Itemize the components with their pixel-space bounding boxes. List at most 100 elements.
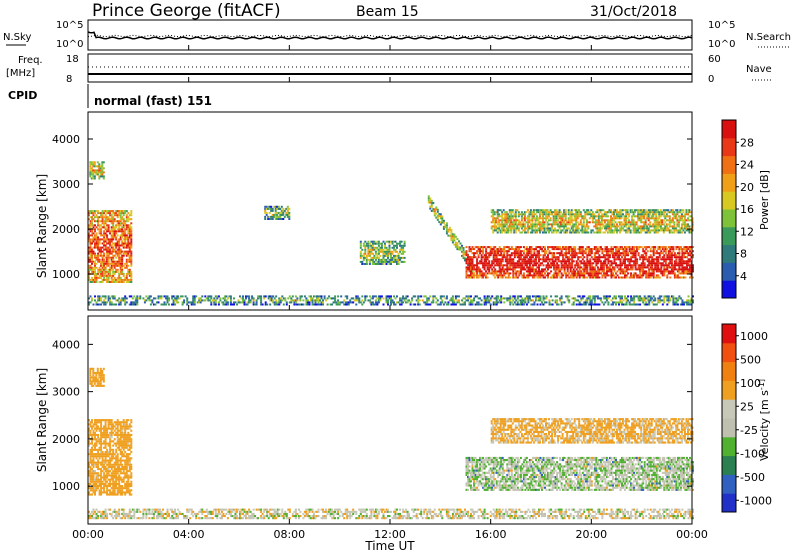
echo-cell: [597, 217, 600, 220]
echo-cell: [103, 254, 106, 257]
echo-cell: [391, 252, 394, 255]
echo-cell: [171, 297, 174, 300]
echo-cell: [334, 299, 337, 302]
echo-cell: [112, 274, 115, 277]
echo-cell: [485, 254, 488, 257]
echo-cell: [283, 209, 286, 212]
echo-cell: [500, 258, 503, 261]
echo-cell: [531, 260, 534, 263]
echo-cell: [118, 272, 121, 275]
echo-cell: [513, 225, 516, 228]
echo-cell: [400, 303, 403, 306]
echo-cell: [467, 274, 469, 277]
echo-cell: [89, 171, 92, 174]
echo-cell: [510, 217, 513, 220]
echo-cell: [233, 303, 235, 306]
echo-cell: [380, 263, 383, 265]
echo-cell: [379, 254, 382, 257]
echo-cell: [551, 227, 554, 230]
echo-cell: [305, 301, 308, 304]
echo-cell: [113, 254, 116, 257]
echo-cell: [645, 266, 648, 269]
echo-cell: [97, 238, 100, 241]
echo-cell: [473, 276, 476, 279]
echo-cell: [488, 270, 491, 273]
echo-cell: [586, 276, 589, 279]
echo-cell: [545, 215, 547, 218]
echo-cell: [488, 246, 491, 249]
echo-cell: [645, 301, 648, 304]
echo-cell: [399, 240, 402, 243]
echo-cell: [125, 234, 128, 237]
echo-cell: [396, 260, 398, 263]
echo-cell: [526, 231, 529, 234]
echo-cell: [563, 272, 566, 275]
echo-cell: [89, 161, 92, 164]
echo-cell: [585, 213, 588, 216]
echo-cell: [122, 297, 125, 300]
echo-cell: [356, 295, 359, 298]
echo-cell: [492, 246, 495, 249]
echo-cell: [630, 264, 633, 267]
echo-cell: [686, 252, 688, 255]
echo-cell: [603, 215, 606, 218]
echo-cell: [219, 299, 222, 302]
echo-cell: [577, 303, 580, 306]
echo-cell: [656, 221, 659, 224]
echo-cell: [607, 250, 610, 253]
echo-cell: [641, 211, 644, 214]
echo-cell: [498, 258, 501, 261]
echo-cell: [622, 248, 625, 251]
echo-cell: [525, 295, 528, 298]
echo-cell: [547, 272, 549, 275]
echo-cell: [447, 228, 450, 231]
echo-cell: [106, 262, 109, 265]
echo-cell: [442, 295, 445, 298]
echo-cell: [442, 221, 445, 224]
echo-cell: [504, 297, 507, 300]
echo-cell: [563, 231, 566, 234]
echo-cell: [663, 274, 666, 277]
echo-cell: [666, 248, 669, 251]
echo-cell: [429, 199, 432, 202]
echo-cell: [648, 268, 651, 271]
echo-cell: [102, 175, 105, 178]
echo-cell: [267, 295, 270, 298]
echo-cell: [94, 278, 96, 281]
echo-cell: [387, 301, 389, 304]
echo-cell: [569, 229, 572, 232]
echo-cell: [274, 207, 277, 210]
echo-cell: [104, 248, 107, 251]
echo-cell: [559, 246, 562, 249]
echo-cell: [555, 221, 558, 224]
echo-cell: [655, 213, 658, 216]
echo-cell: [592, 262, 595, 265]
echo-cell: [89, 258, 92, 261]
echo-cell: [94, 216, 96, 219]
echo-cell: [127, 258, 130, 261]
echo-cell: [311, 303, 314, 306]
echo-cell: [593, 276, 596, 279]
echo-cell: [604, 264, 607, 267]
echo-cell: [491, 260, 494, 263]
echo-cell: [127, 218, 130, 221]
echo-cell: [90, 171, 93, 174]
echo-cell: [403, 244, 406, 247]
echo-cell: [539, 246, 542, 249]
echo-cell: [520, 227, 523, 230]
echo-cell: [503, 274, 506, 277]
echo-cell: [664, 270, 667, 273]
echo-cell: [646, 215, 649, 218]
echo-cell: [115, 230, 118, 233]
echo-cell: [115, 278, 118, 281]
echo-cell: [497, 252, 500, 255]
echo-cell: [561, 217, 564, 220]
echo-cell: [370, 303, 373, 306]
echo-cell: [106, 258, 109, 261]
echo-cell: [122, 218, 125, 221]
echo-cell: [242, 295, 244, 298]
echo-cell: [616, 231, 618, 234]
echo-cell: [279, 213, 282, 216]
echo-cell: [128, 295, 131, 298]
echo-cell: [678, 270, 681, 273]
